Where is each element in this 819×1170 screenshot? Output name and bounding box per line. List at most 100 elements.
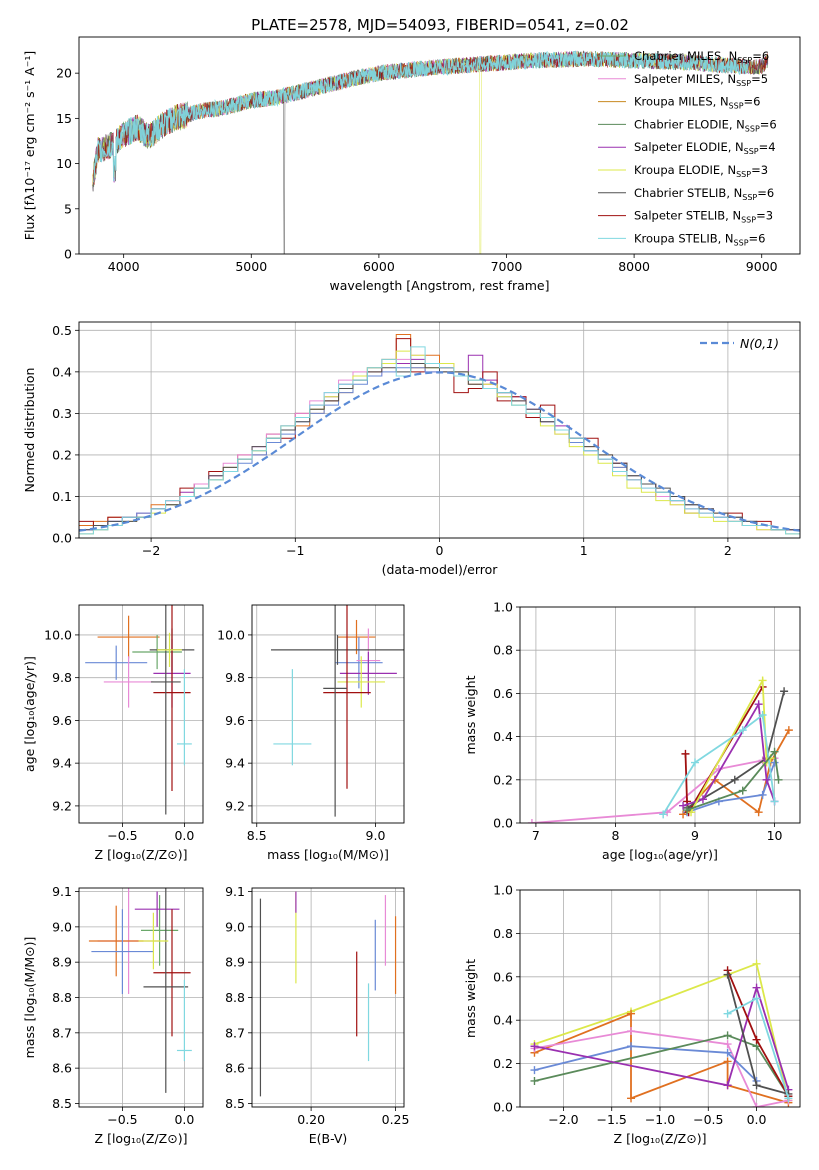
- legend-label-suffix: =4: [759, 140, 776, 154]
- massweight-marker: [752, 1081, 761, 1090]
- x-tick-label: 8000: [618, 259, 650, 274]
- legend-label-suffix: =6: [749, 231, 766, 245]
- x-tick-label: 0.0: [174, 828, 194, 843]
- massweight-vs-metallicity-panel: −2.0 −1.5 −1.0 −0.5 0.0 0.0 0.2 0.4 0.6 0.8 1.0 Z […: [463, 883, 801, 1146]
- legend-label: Salpeter ELODIE, NSSP=4: [634, 140, 776, 156]
- y-tick-label: 0.6: [493, 969, 513, 984]
- plot-area: [79, 333, 800, 538]
- y-tick-label: 0.0: [493, 816, 513, 831]
- normal-reference-curve: [79, 371, 800, 532]
- y-tick-label: 0: [64, 247, 72, 262]
- legend-label: N(0,1): [740, 336, 779, 351]
- massweight-marker: [752, 1035, 761, 1044]
- x-axis-label: Z [log₁₀(Z/Z⊙)]: [95, 1131, 188, 1146]
- x-tick-label: −0.5: [693, 1112, 723, 1127]
- plot-area: [259, 891, 397, 1097]
- y-tick-label: 8.9: [52, 955, 72, 970]
- y-tick-label: 0.0: [493, 1100, 513, 1115]
- x-tick-label: −1.5: [597, 1112, 627, 1127]
- y-tick-label: 0.4: [493, 729, 513, 744]
- y-tick-label: 0.2: [493, 1056, 513, 1071]
- x-tick-label: 1: [580, 543, 588, 558]
- x-tick-label: 9000: [746, 259, 778, 274]
- y-tick-label: 8.9: [225, 955, 245, 970]
- massweight-marker: [780, 687, 789, 696]
- x-tick-label: −0.5: [107, 1112, 137, 1127]
- errorbar-point: [337, 619, 376, 655]
- massweight-series-line: [534, 1030, 789, 1107]
- massweight-marker: [627, 1027, 636, 1036]
- errorbar-point: [97, 615, 160, 659]
- errorbar-point: [339, 652, 397, 695]
- y-axis-label: Flux [fλ10⁻¹⁷ erg cm⁻² s⁻¹ A⁻¹]: [22, 51, 37, 240]
- y-tick-label: 8.6: [52, 1061, 72, 1076]
- legend-label-subscript: SSP: [737, 56, 752, 65]
- residual-histogram-panel: −2 −1 0 1 2 0.0 0.1 0.2 0.3 0.4 0.5 (data-model)/er…: [22, 321, 801, 577]
- y-tick-label: 0.2: [493, 772, 513, 787]
- massweight-marker: [738, 726, 747, 735]
- y-tick-label: 9.1: [225, 884, 245, 899]
- massweight-series-line: [534, 962, 790, 1101]
- x-tick-label: 7000: [491, 259, 523, 274]
- errorbar-point: [85, 645, 148, 680]
- massweight-marker: [758, 676, 767, 685]
- y-tick-label: 0.8: [493, 926, 513, 941]
- x-tick-label: −2.0: [548, 1112, 578, 1127]
- x-axis-label: E(B-V): [309, 1131, 348, 1146]
- legend-label-subscript: SSP: [736, 170, 751, 179]
- x-tick-label: 4000: [108, 259, 140, 274]
- axes-frame: [519, 606, 801, 824]
- axes-frame: [251, 604, 405, 824]
- errorbar-point: [132, 634, 182, 670]
- x-tick-label: 8.5: [247, 828, 267, 843]
- y-tick-label: 8.8: [225, 990, 245, 1005]
- legend-label-subscript: SSP: [744, 147, 759, 156]
- x-tick-label: 0.0: [747, 1112, 767, 1127]
- errorbar-point: [176, 979, 192, 1062]
- massweight-marker: [762, 775, 771, 784]
- x-tick-label: 8: [611, 828, 619, 843]
- massweight-series-line: [686, 749, 780, 811]
- legend-label: Kroupa MILES, NSSP=6: [634, 95, 760, 111]
- errorbar-point: [141, 895, 179, 966]
- massweight-series-line: [534, 1012, 789, 1104]
- massweight-series-line: [534, 984, 790, 1090]
- plot-area: [88, 888, 192, 1093]
- x-tick-label: 5000: [235, 259, 267, 274]
- x-tick-label: 2: [724, 543, 732, 558]
- age-vs-mass-panel: 8.5 9.0 9.2 9.4 9.6 9.8 10.0 mass [log₁₀(M/M⊙)]: [217, 604, 405, 862]
- errorbar-point: [88, 905, 144, 977]
- x-tick-label: 9.0: [366, 828, 386, 843]
- y-tick-label: 9.0: [225, 919, 245, 934]
- y-axis-label: mass [log₁₀(M/M⊙)]: [22, 937, 37, 1059]
- massweight-marker: [530, 1042, 539, 1051]
- legend-label-subscript: SSP: [736, 79, 751, 88]
- massweight-marker: [627, 1042, 636, 1051]
- legend-label: Salpeter MILES, NSSP=5: [634, 72, 768, 88]
- axes-frame: [78, 36, 801, 255]
- massweight-marker: [723, 1057, 732, 1066]
- y-tick-label: 8.6: [225, 1061, 245, 1076]
- massweight-marker: [723, 1040, 732, 1049]
- errorbar-point: [323, 605, 371, 789]
- massweight-series-line: [534, 1045, 758, 1082]
- massweight-marker: [723, 1031, 732, 1040]
- y-tick-label: 0.1: [52, 489, 72, 504]
- errorbar-point: [153, 909, 191, 1037]
- y-tick-label: 9.6: [52, 713, 72, 728]
- plot-area: [85, 605, 195, 815]
- massweight-marker: [738, 786, 747, 795]
- massweight-marker: [770, 797, 779, 806]
- y-tick-label: 9.2: [225, 798, 245, 813]
- x-tick-label: 10: [767, 828, 783, 843]
- massweight-marker: [752, 994, 761, 1003]
- y-tick-label: 9.8: [52, 670, 72, 685]
- legend-label-suffix: =3: [756, 209, 773, 223]
- y-tick-label: 10: [56, 156, 72, 171]
- mass-vs-ebv-panel: 0.20 0.25 8.5 8.6 8.7 8.8 8.9 9.0 9.1 E(B-V): [225, 884, 409, 1146]
- massweight-marker: [530, 1076, 539, 1085]
- y-axis-label: mass weight: [463, 959, 478, 1038]
- y-tick-label: 9.1: [52, 884, 72, 899]
- massweight-series-line: [686, 762, 776, 814]
